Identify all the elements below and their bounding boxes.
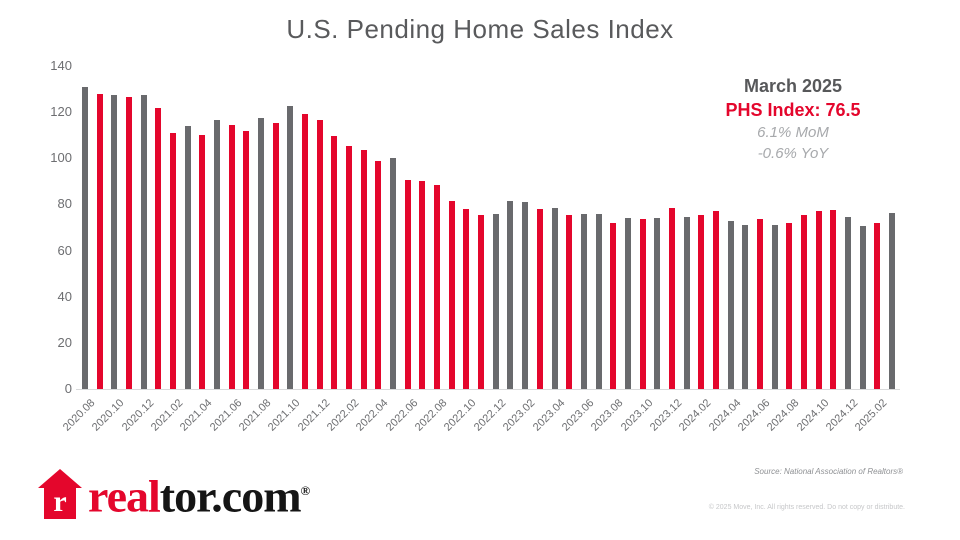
bar-2020.09 bbox=[96, 93, 103, 389]
bar-2021.08 bbox=[258, 117, 265, 389]
bar-2021.01 bbox=[155, 107, 162, 389]
logo-word-torcom: tor.com bbox=[159, 470, 302, 522]
bar-2024.10 bbox=[815, 211, 822, 389]
bar-2022.08 bbox=[434, 184, 441, 389]
bar-2022.03 bbox=[360, 150, 367, 389]
bar-2024.04 bbox=[727, 220, 734, 389]
bar-2023.08 bbox=[610, 222, 617, 389]
bar-2021.12 bbox=[316, 120, 323, 389]
chart-title: U.S. Pending Home Sales Index bbox=[286, 14, 674, 44]
bar-2020.10 bbox=[111, 94, 118, 389]
bar-2025.03 bbox=[888, 212, 895, 389]
logo-wordmark: realtor.com® bbox=[88, 465, 310, 522]
bar-2024.05 bbox=[742, 225, 749, 389]
bar-2022.12 bbox=[492, 213, 499, 389]
bar-2023.07 bbox=[595, 213, 602, 389]
bar-2024.12 bbox=[844, 217, 851, 389]
bar-2023.11 bbox=[654, 218, 661, 389]
bar-2023.09 bbox=[624, 218, 631, 389]
bar-2020.12 bbox=[140, 94, 147, 389]
bar-2024.02 bbox=[698, 214, 705, 389]
bar-2022.09 bbox=[448, 200, 455, 389]
logo-word-real: real bbox=[88, 470, 161, 522]
bar-2023.06 bbox=[580, 213, 587, 389]
bar-2022.11 bbox=[478, 214, 485, 389]
bar-2020.11 bbox=[126, 97, 133, 389]
bar-2025.02 bbox=[874, 222, 881, 389]
bar-2021.02 bbox=[170, 132, 177, 389]
bar-2023.03 bbox=[536, 209, 543, 389]
bar-2022.07 bbox=[419, 181, 426, 389]
bar-2022.06 bbox=[404, 180, 411, 389]
bar-2024.06 bbox=[756, 219, 763, 389]
y-tick-100: 100 bbox=[50, 150, 72, 166]
bar-2025.01 bbox=[859, 226, 866, 389]
latest-reading-annotation: March 2025 PHS Index: 76.5 6.1% MoM -0.6… bbox=[668, 74, 918, 164]
y-tick-120: 120 bbox=[50, 104, 72, 120]
bar-2022.05 bbox=[390, 158, 397, 389]
bar-2020.08 bbox=[82, 86, 88, 389]
bar-2024.09 bbox=[800, 214, 807, 389]
bar-2021.06 bbox=[228, 124, 235, 389]
bar-2022.01 bbox=[331, 136, 338, 389]
annotation-phs-index: PHS Index: 76.5 bbox=[725, 100, 861, 120]
realtor-com-logo: r realtor.com® bbox=[38, 466, 310, 522]
bar-2023.01 bbox=[507, 200, 514, 389]
bar-2021.09 bbox=[272, 122, 279, 389]
bar-2023.10 bbox=[639, 219, 646, 389]
bar-2022.04 bbox=[375, 160, 382, 389]
bar-2021.10 bbox=[287, 106, 294, 389]
bar-2021.05 bbox=[214, 120, 221, 389]
bar-2023.05 bbox=[566, 214, 573, 389]
y-tick-20: 20 bbox=[57, 334, 72, 350]
y-tick-0: 0 bbox=[64, 381, 72, 396]
y-tick-40: 40 bbox=[57, 288, 72, 304]
x-axis-baseline bbox=[76, 389, 900, 390]
bar-2024.07 bbox=[771, 225, 778, 389]
bar-2023.02 bbox=[522, 202, 529, 389]
source-attribution: Source: National Association of Realtors… bbox=[754, 467, 903, 476]
logo-house-letter: r bbox=[53, 485, 66, 518]
y-tick-80: 80 bbox=[57, 196, 72, 212]
bar-2022.10 bbox=[463, 209, 470, 389]
bar-2023.04 bbox=[551, 207, 558, 389]
annotation-mom-change: 6.1% MoM bbox=[757, 124, 829, 141]
y-tick-60: 60 bbox=[57, 242, 72, 258]
bar-2021.03 bbox=[184, 125, 191, 389]
annotation-month: March 2025 bbox=[743, 76, 843, 96]
bar-2022.02 bbox=[346, 145, 353, 389]
bar-2021.04 bbox=[199, 135, 206, 389]
copyright-notice: © 2025 Move, Inc. All rights reserved. D… bbox=[708, 504, 905, 511]
bar-2023.12 bbox=[668, 207, 675, 389]
y-tick-140: 140 bbox=[50, 58, 72, 73]
annotation-yoy-change: -0.6% YoY bbox=[757, 145, 829, 162]
bar-2024.03 bbox=[712, 211, 719, 389]
realtor-house-icon: r bbox=[38, 469, 82, 519]
bar-2024.01 bbox=[683, 217, 690, 389]
logo-registered-mark: ® bbox=[300, 483, 311, 499]
bar-2024.08 bbox=[786, 222, 793, 389]
bar-2021.07 bbox=[243, 130, 250, 389]
bar-2021.11 bbox=[302, 114, 309, 389]
bar-2024.11 bbox=[830, 210, 837, 389]
